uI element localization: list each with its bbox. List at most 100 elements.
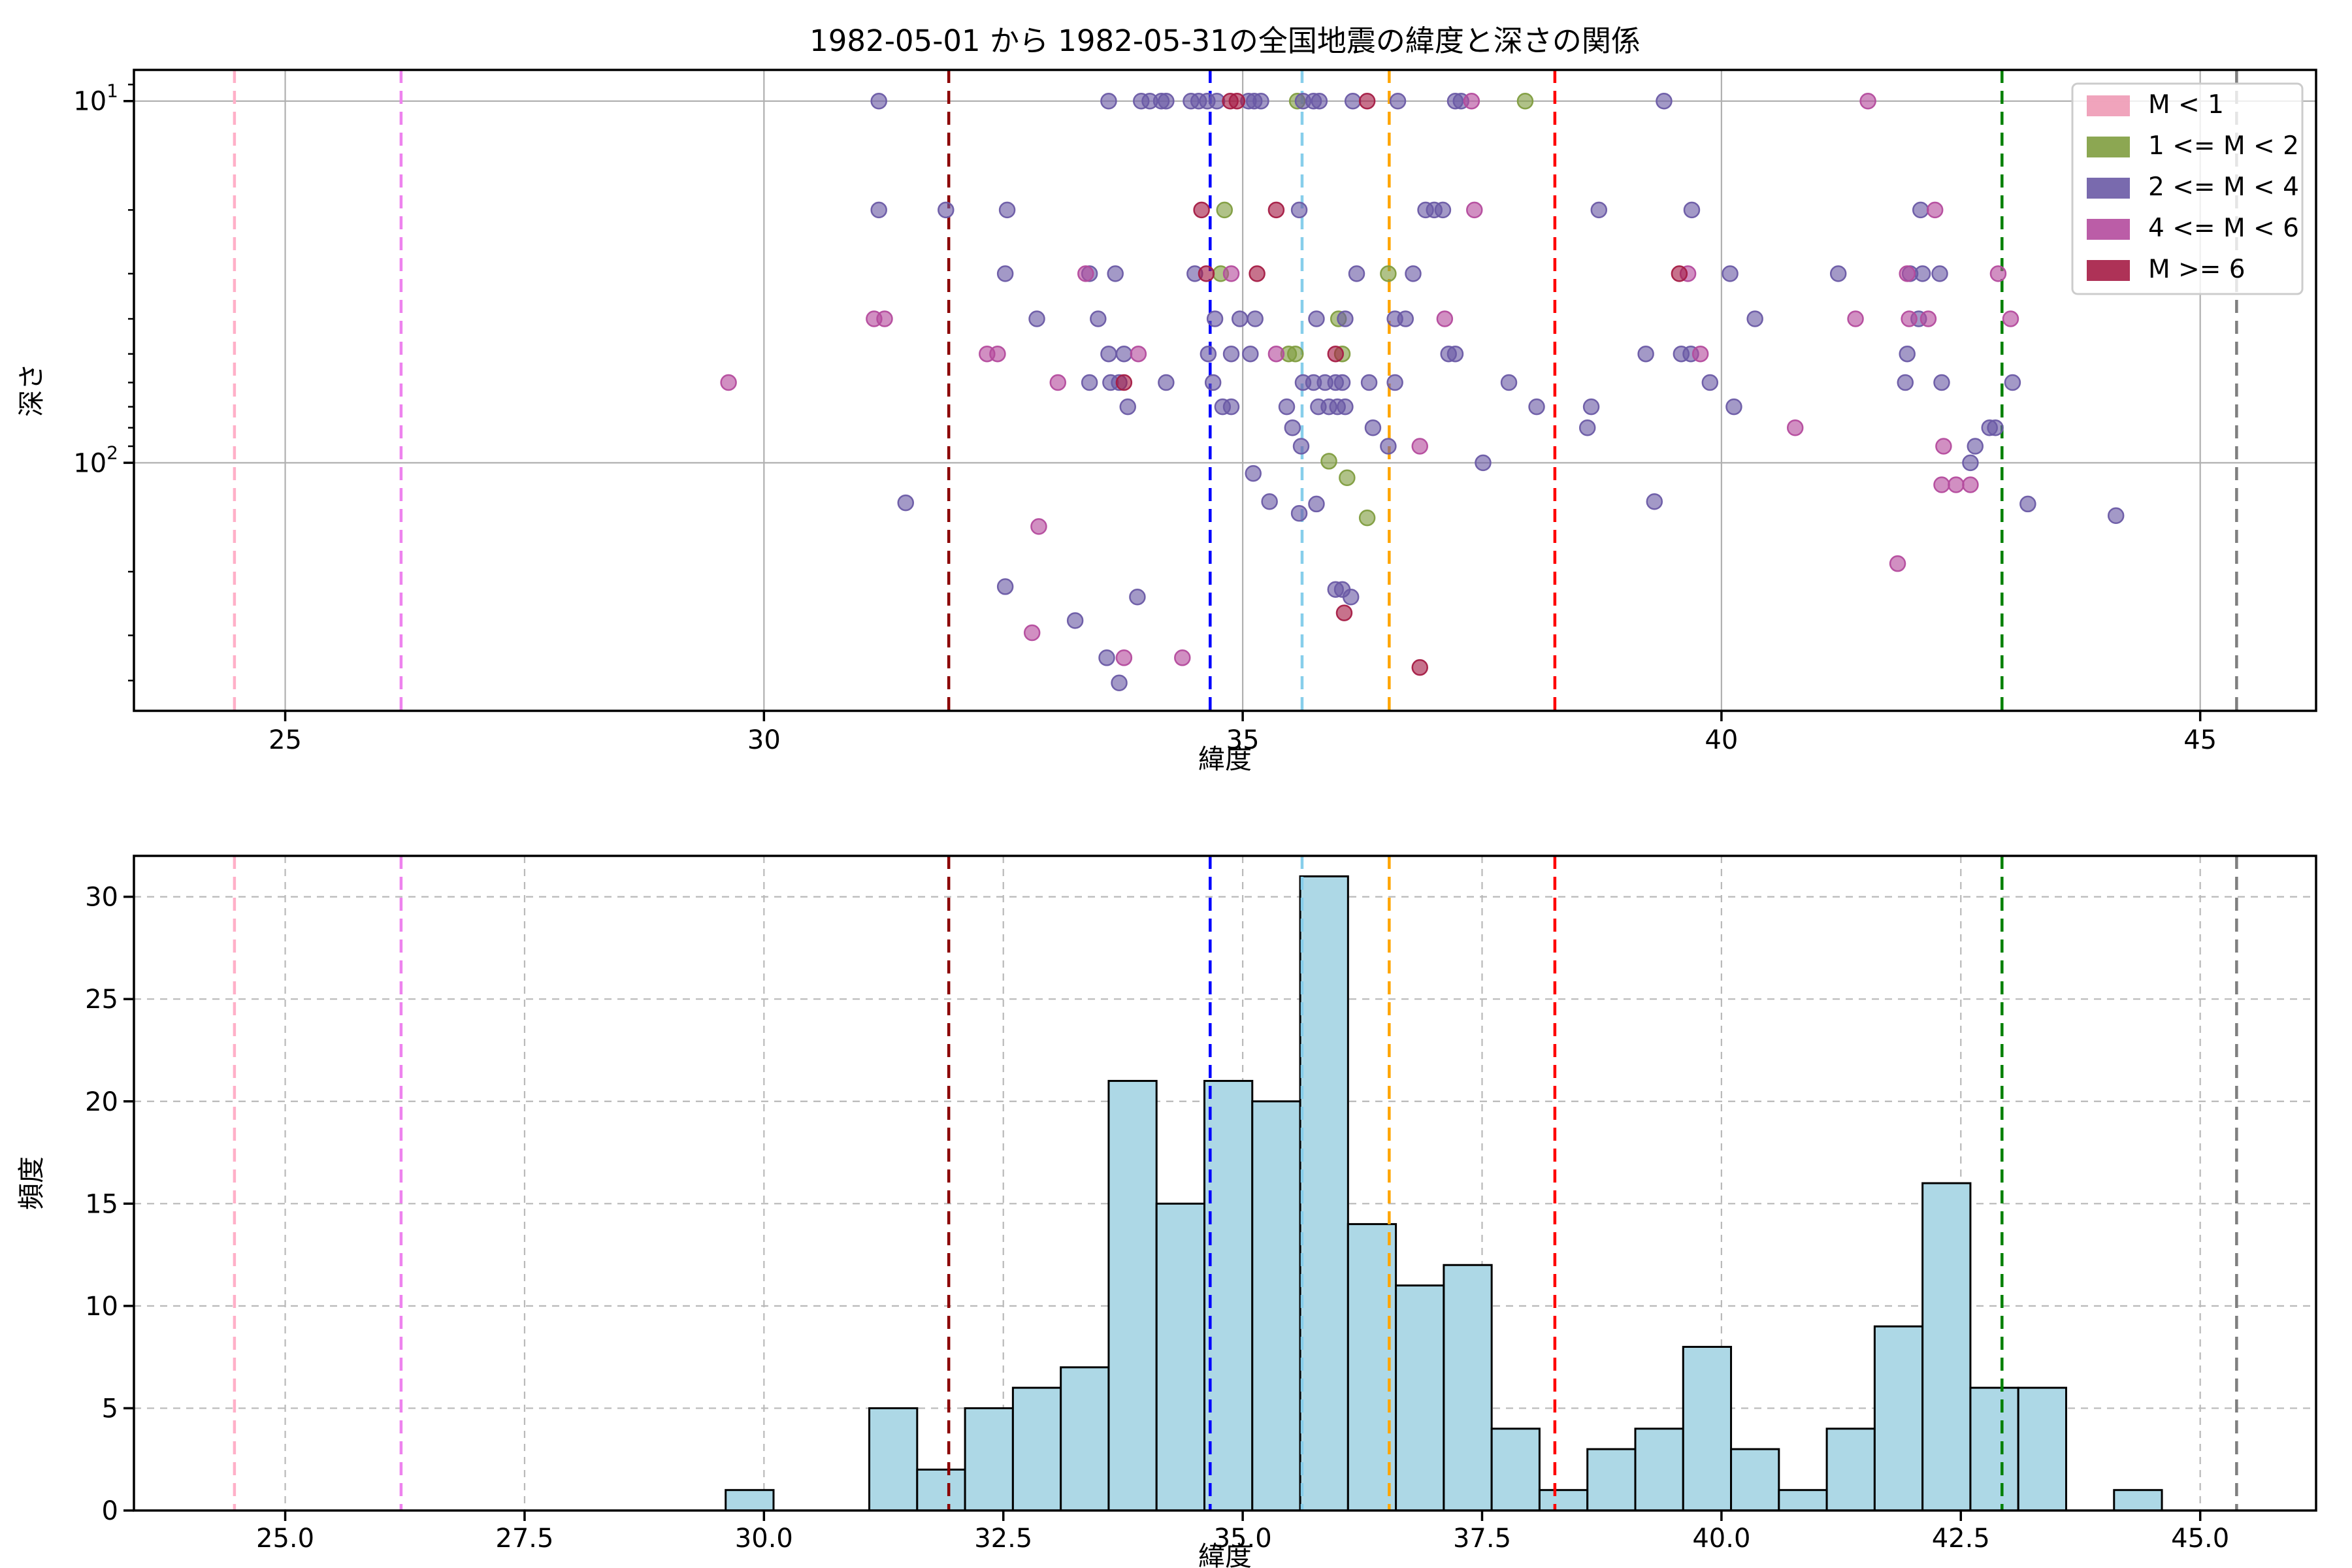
scatter-point (1646, 493, 1663, 510)
scatter-ytick-label: 101 (73, 80, 118, 117)
scatter-point (1446, 345, 1464, 363)
scatter-point (1500, 374, 1518, 391)
hist-bar (1538, 1489, 1589, 1512)
scatter-point (1308, 310, 1325, 327)
hist-bar (1873, 1325, 1924, 1512)
scatter-spines (133, 69, 2317, 712)
scatter-point (1926, 201, 1944, 219)
scatter-point (1100, 92, 1117, 110)
scatter-point (1286, 345, 1304, 363)
scatter-point (1364, 419, 1382, 436)
hist-bar (1155, 1202, 1205, 1512)
scatter-point (1933, 476, 1950, 493)
scatter-point (1115, 374, 1133, 391)
scatter-point (1292, 438, 1310, 455)
scatter-point (1308, 495, 1325, 513)
scatter-point (1463, 92, 1480, 110)
scatter-point (1389, 92, 1407, 110)
scatter-point (1115, 649, 1133, 666)
hist-bar (964, 1407, 1014, 1512)
hist-bar (868, 1407, 919, 1512)
scatter-point (2002, 310, 2019, 327)
scatter-point (996, 265, 1014, 282)
scatter-point (1590, 201, 1608, 219)
scatter-point (1933, 374, 1950, 391)
scatter-point (1335, 604, 1353, 621)
scatter-point (1466, 201, 1483, 219)
hist-xtick-label: 37.5 (1453, 1524, 1511, 1554)
scatter-point (1405, 265, 1422, 282)
legend-swatch (2087, 260, 2130, 281)
scatter-point (1436, 310, 1454, 327)
scatter-point (1028, 310, 1045, 327)
scatter-point (1516, 92, 1534, 110)
legend-label: 2 <= M < 4 (2148, 172, 2299, 202)
hist-bar (2113, 1489, 2163, 1512)
scatter-point (1090, 310, 1107, 327)
hist-bar (1395, 1284, 1445, 1512)
hist-bar (1586, 1448, 1637, 1512)
scatter-ticks: 25 30 35 40 45 101 102 (73, 80, 2217, 755)
scatter-point (1204, 374, 1222, 391)
scatter-point (1222, 398, 1240, 416)
scatter-series-3 (720, 92, 2019, 666)
legend-item: 2 <= M < 4 (2087, 172, 2299, 202)
hist-xtick-label: 27.5 (495, 1524, 553, 1554)
hist-xtick-label: 30.0 (735, 1524, 793, 1554)
hist-xtick-label: 42.5 (1932, 1524, 1990, 1554)
hist-bar (2017, 1386, 2067, 1512)
scatter-point (1637, 345, 1654, 363)
legend-label: 1 <= M < 2 (2148, 131, 2299, 161)
hist-ytick-label: 25 (85, 985, 118, 1015)
scatter-xtick-label: 35 (1226, 725, 1260, 755)
scatter-point (1030, 518, 1047, 535)
scatter-xtick-label: 25 (269, 725, 302, 755)
scatter-point (1107, 265, 1124, 282)
hist-bar (1490, 1428, 1541, 1512)
scatter-point (1380, 438, 1397, 455)
scatter-point (1989, 265, 2007, 282)
histogram-plot: 25.0 27.5 30.0 32.5 35.0 37.5 40.0 42.5 45.0 0 5 10… (85, 855, 2317, 1554)
legend-item: M < 1 (2087, 90, 2224, 120)
scatter-point (1411, 659, 1428, 676)
scatter-point (1746, 310, 1763, 327)
legend-item: 4 <= M < 6 (2087, 214, 2299, 243)
scatter-xtick-label: 30 (747, 725, 781, 755)
scatter-point (1348, 265, 1365, 282)
scatter-point (1578, 419, 1596, 436)
scatter-point (897, 494, 914, 512)
scatter-point (1337, 310, 1354, 327)
scatter-point (1311, 92, 1328, 110)
hist-xtick-label: 35.0 (1214, 1524, 1272, 1554)
hist-spines (133, 855, 2317, 1512)
scatter-point (2004, 374, 2021, 391)
hist-vlines (233, 856, 2238, 1511)
hist-bar (1778, 1489, 1828, 1512)
scatter-point (1115, 345, 1133, 363)
scatter-point (1333, 374, 1351, 391)
scatter-point (1284, 419, 1301, 436)
scatter-point (1119, 398, 1136, 416)
hist-ytick-label: 30 (85, 883, 118, 913)
scatter-point (1339, 469, 1356, 487)
legend-label: 4 <= M < 6 (2148, 214, 2299, 243)
scatter-xtick-label: 40 (1705, 725, 1738, 755)
scatter-point (870, 92, 887, 110)
scatter-point (1901, 310, 1918, 327)
scatter-point (1158, 92, 1175, 110)
scatter-point (1216, 201, 1233, 219)
scatter-point (720, 374, 737, 391)
hist-ytick-label: 5 (102, 1394, 118, 1424)
scatter-point (1231, 310, 1249, 327)
scatter-point (1358, 509, 1376, 527)
scatter-point (2019, 495, 2036, 513)
scatter-point (1158, 374, 1175, 391)
scatter-point (1358, 92, 1376, 110)
hist-xlabel: 緯度 (1198, 1541, 1252, 1568)
hist-xtick-label: 40.0 (1692, 1524, 1750, 1554)
scatter-background (134, 70, 2316, 711)
scatter-point (1290, 201, 1308, 219)
scatter-point (1290, 505, 1308, 522)
scatter-point (1023, 624, 1041, 642)
